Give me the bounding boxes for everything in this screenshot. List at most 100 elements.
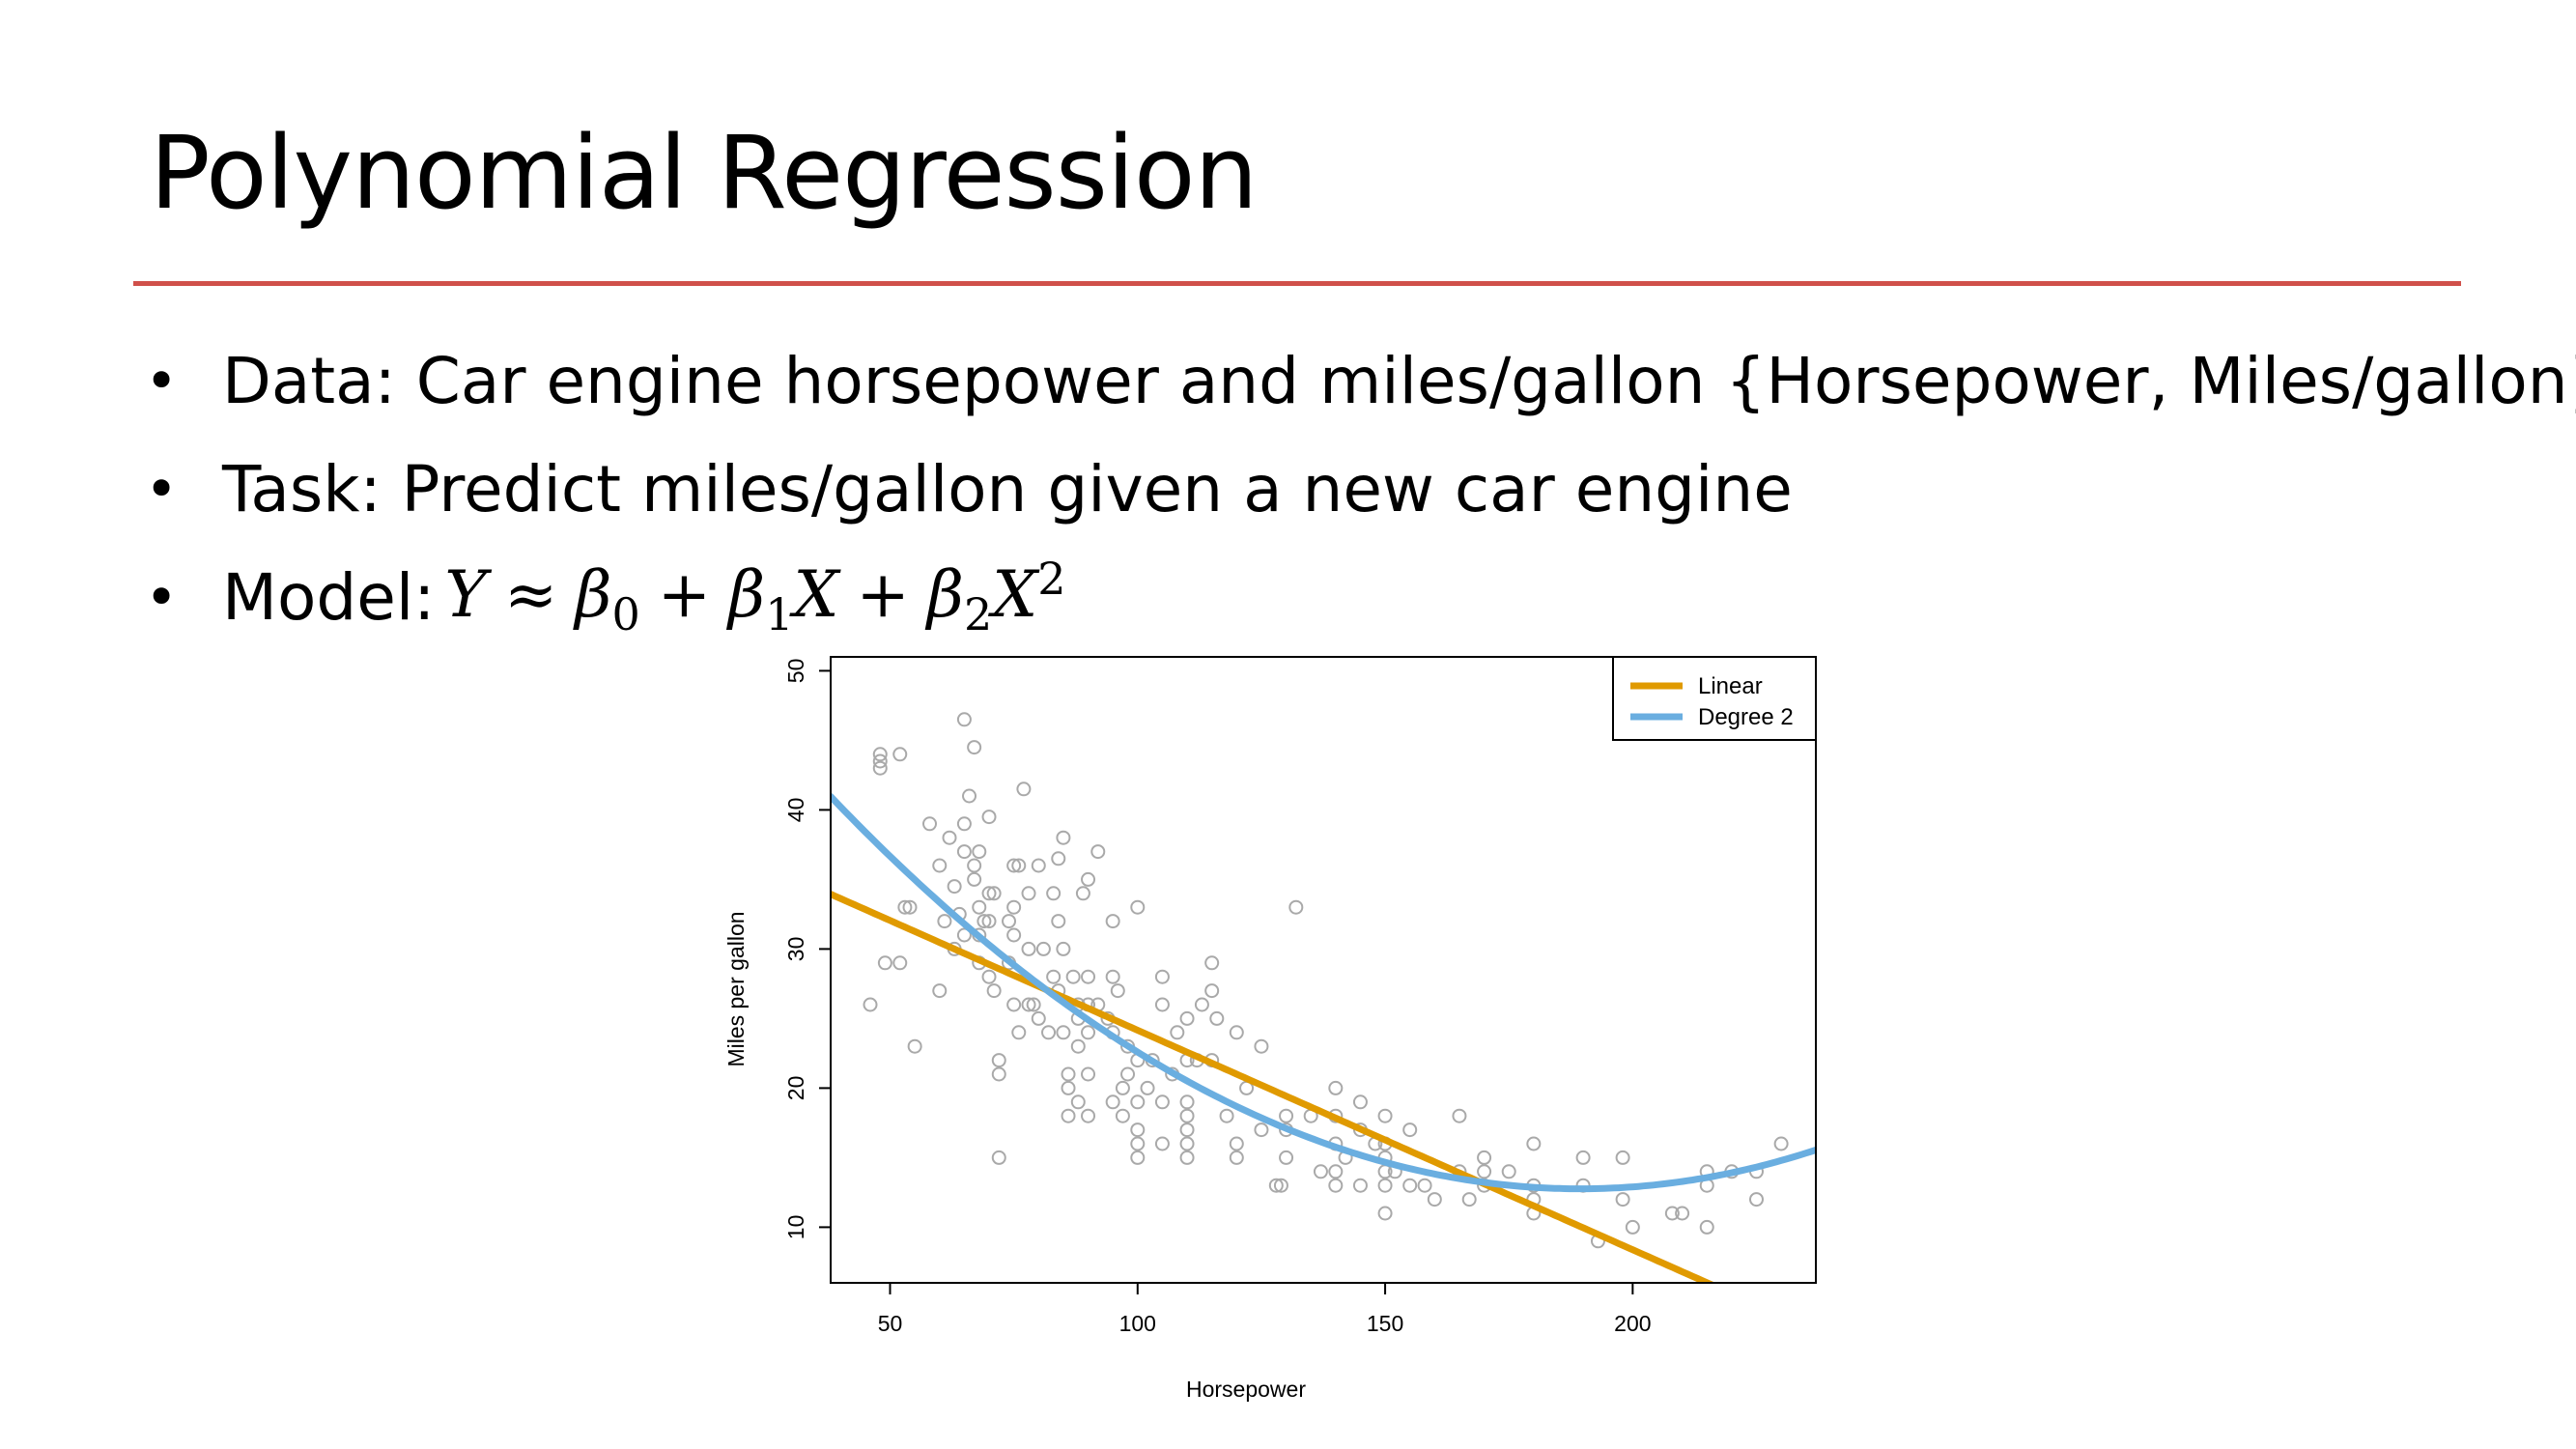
eq-x-1: X	[793, 557, 839, 633]
y-tick-label: 50	[783, 659, 808, 684]
data-point	[872, 760, 888, 776]
data-point	[1194, 997, 1209, 1012]
data-point	[956, 844, 972, 860]
eq-beta-2: β	[926, 557, 964, 633]
data-point	[967, 740, 982, 755]
data-point	[1377, 1178, 1393, 1193]
eq-plus-1: +	[657, 557, 712, 633]
data-point	[932, 983, 948, 999]
bullet-list: • Data: Car engine horsepower and miles/…	[145, 327, 2576, 651]
eq-sup-2: 2	[1037, 553, 1066, 606]
data-point	[1748, 1192, 1764, 1208]
data-point	[956, 816, 972, 832]
data-point	[1081, 1066, 1096, 1082]
data-point	[1021, 997, 1036, 1012]
data-point	[1154, 997, 1170, 1012]
data-point	[1170, 1025, 1185, 1040]
data-point	[1110, 983, 1125, 999]
data-point	[1154, 1094, 1170, 1110]
data-point	[1179, 1122, 1195, 1138]
data-point	[1056, 830, 1071, 845]
data-point	[1328, 1080, 1344, 1095]
data-point	[1016, 781, 1032, 797]
legend-label: Linear	[1698, 673, 1763, 699]
fit-line-degree-2	[831, 793, 1816, 1193]
data-point	[1105, 969, 1120, 984]
data-point	[1204, 983, 1220, 999]
data-point	[1130, 1136, 1146, 1151]
data-point	[947, 879, 962, 895]
data-point	[1268, 1178, 1284, 1193]
data-point	[1288, 899, 1304, 915]
y-tick-label: 20	[783, 1076, 808, 1101]
data-point	[1279, 1150, 1294, 1165]
data-point	[1046, 886, 1062, 901]
eq-approx: ≈	[503, 557, 558, 633]
data-point	[991, 1066, 1006, 1082]
data-point	[1130, 1150, 1146, 1165]
data-point	[981, 810, 997, 825]
data-point	[1051, 851, 1066, 867]
data-point	[877, 955, 892, 971]
data-point	[986, 886, 1002, 901]
data-point	[1427, 1192, 1442, 1208]
data-point	[1417, 1178, 1432, 1193]
data-point	[1179, 1010, 1195, 1026]
data-point	[942, 830, 957, 845]
bullet-icon: •	[145, 564, 179, 630]
data-point	[1179, 1094, 1195, 1110]
data-point	[977, 914, 992, 929]
data-point	[1229, 1150, 1244, 1165]
data-point	[1699, 1219, 1714, 1235]
eq-beta-1: β	[728, 557, 766, 633]
data-point	[1179, 1150, 1195, 1165]
data-point	[1081, 1108, 1096, 1123]
x-tick-label: 200	[1614, 1311, 1651, 1336]
data-point	[1011, 858, 1027, 873]
data-point	[1675, 1206, 1690, 1221]
data-point	[1575, 1150, 1591, 1165]
bullet-icon: •	[145, 456, 179, 522]
x-axis-label: Horsepower	[1186, 1377, 1306, 1402]
data-point	[1254, 1122, 1269, 1138]
data-point	[1006, 858, 1022, 873]
data-point	[1115, 1108, 1130, 1123]
eq-sub-1: 1	[765, 588, 794, 641]
data-point	[1011, 1025, 1027, 1040]
data-point	[956, 927, 972, 943]
data-point	[981, 886, 997, 901]
data-point	[1061, 1066, 1076, 1082]
data-point	[1006, 899, 1022, 915]
x-tick-label: 100	[1119, 1311, 1156, 1336]
data-point	[1229, 1136, 1244, 1151]
y-axis-label: Miles per gallon	[723, 911, 749, 1066]
bullet-task: • Task: Predict miles/gallon given a new…	[145, 435, 2576, 543]
data-point	[1273, 1178, 1288, 1193]
data-point	[1377, 1108, 1393, 1123]
data-point	[1031, 858, 1046, 873]
data-point	[1035, 941, 1051, 956]
data-point	[1154, 1136, 1170, 1151]
data-point	[1402, 1178, 1418, 1193]
data-point	[1130, 1122, 1146, 1138]
data-point	[1061, 1080, 1076, 1095]
legend-box	[1612, 656, 1817, 741]
bullet-model: • Model: Y ≈ β0 + β1X + β2X2	[145, 543, 2576, 651]
fit-line-linear	[831, 891, 1716, 1283]
data-point	[1526, 1136, 1542, 1151]
legend-label: Degree 2	[1698, 704, 1794, 730]
data-point	[1664, 1206, 1680, 1221]
data-point	[1204, 955, 1220, 971]
data-point	[1090, 844, 1106, 860]
data-point	[1031, 1010, 1046, 1026]
data-point	[1328, 1164, 1344, 1179]
eq-x-2: X	[992, 557, 1038, 633]
data-point	[1477, 1164, 1492, 1179]
data-point	[1130, 899, 1146, 915]
data-point	[981, 914, 997, 929]
data-point	[892, 747, 908, 762]
data-point	[1021, 941, 1036, 956]
data-point	[1229, 1025, 1244, 1040]
data-point	[1179, 1136, 1195, 1151]
data-point	[1461, 1192, 1477, 1208]
